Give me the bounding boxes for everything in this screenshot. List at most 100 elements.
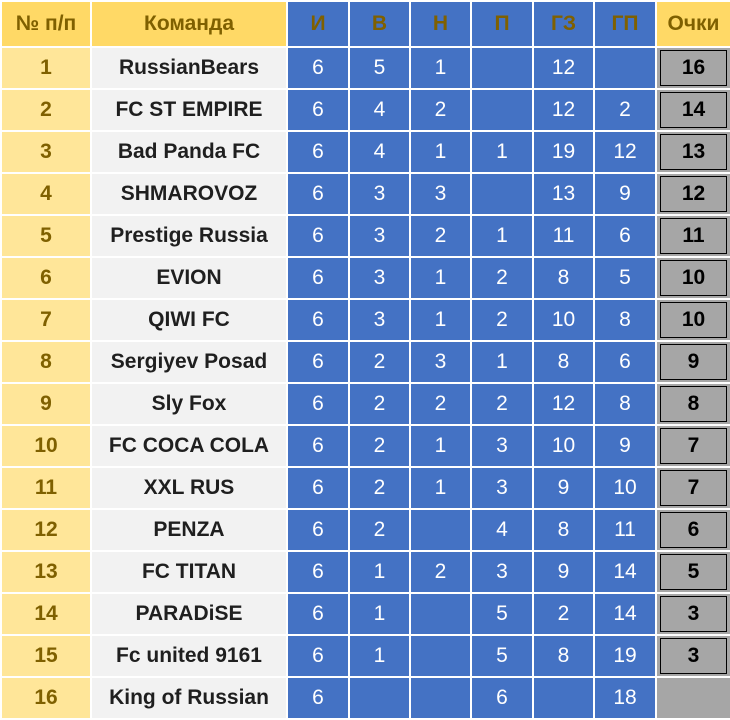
table-row: 2 FC ST EMPIRE 6 4 2 12 2 14 — [0, 88, 730, 132]
draws-cell — [409, 634, 472, 678]
header-draws: Н — [409, 0, 472, 48]
header-goals-for: ГЗ — [532, 0, 595, 48]
wins-cell: 4 — [348, 88, 411, 132]
goals-against-cell: 19 — [593, 634, 657, 678]
games-cell: 6 — [286, 172, 350, 216]
losses-cell: 1 — [470, 214, 534, 258]
points-cell: 16 — [655, 46, 730, 90]
games-cell: 6 — [286, 298, 350, 342]
position-cell: 12 — [0, 508, 92, 552]
losses-cell: 3 — [470, 424, 534, 468]
position-cell: 2 — [0, 88, 92, 132]
goals-for-cell: 12 — [532, 382, 595, 426]
goals-against-cell: 14 — [593, 592, 657, 636]
games-cell: 6 — [286, 466, 350, 510]
losses-cell: 3 — [470, 550, 534, 594]
table-row: 13 FC TITAN 6 1 2 3 9 14 5 — [0, 550, 730, 594]
position-cell: 16 — [0, 676, 92, 720]
draws-cell — [409, 592, 472, 636]
position-cell: 13 — [0, 550, 92, 594]
header-games: И — [286, 0, 350, 48]
points-cell: 8 — [655, 382, 730, 426]
team-name-cell: PENZA — [90, 508, 288, 552]
points-value: 3 — [660, 596, 727, 632]
draws-cell: 2 — [409, 550, 472, 594]
games-cell: 6 — [286, 382, 350, 426]
goals-against-cell: 14 — [593, 550, 657, 594]
position-cell: 7 — [0, 298, 92, 342]
position-cell: 4 — [0, 172, 92, 216]
team-name-cell: FC ST EMPIRE — [90, 88, 288, 132]
position-cell: 6 — [0, 256, 92, 300]
team-name-cell: Bad Panda FC — [90, 130, 288, 174]
goals-against-cell: 10 — [593, 466, 657, 510]
header-points: Очки — [655, 0, 730, 48]
wins-cell: 5 — [348, 46, 411, 90]
table-row: 1 RussianBears 6 5 1 12 16 — [0, 46, 730, 90]
draws-cell: 1 — [409, 256, 472, 300]
games-cell: 6 — [286, 592, 350, 636]
wins-cell: 2 — [348, 508, 411, 552]
points-cell: 9 — [655, 340, 730, 384]
points-value: 13 — [660, 134, 727, 170]
points-cell: 13 — [655, 130, 730, 174]
losses-cell: 4 — [470, 508, 534, 552]
games-cell: 6 — [286, 634, 350, 678]
draws-cell: 1 — [409, 424, 472, 468]
points-cell: 7 — [655, 424, 730, 468]
position-cell: 10 — [0, 424, 92, 468]
table-row: 10 FC COCA COLA 6 2 1 3 10 9 7 — [0, 424, 730, 468]
goals-for-cell: 9 — [532, 550, 595, 594]
header-num: № п/п — [0, 0, 92, 48]
team-name-cell: Sergiyev Posad — [90, 340, 288, 384]
losses-cell: 2 — [470, 298, 534, 342]
goals-against-cell: 6 — [593, 340, 657, 384]
team-name-cell: SHMAROVOZ — [90, 172, 288, 216]
wins-cell: 3 — [348, 298, 411, 342]
wins-cell — [348, 676, 411, 720]
goals-against-cell: 8 — [593, 382, 657, 426]
goals-for-cell: 11 — [532, 214, 595, 258]
goals-for-cell: 10 — [532, 424, 595, 468]
draws-cell: 1 — [409, 46, 472, 90]
draws-cell: 3 — [409, 340, 472, 384]
points-value: 10 — [660, 260, 727, 296]
wins-cell: 1 — [348, 592, 411, 636]
table-row: 5 Prestige Russia 6 3 2 1 11 6 11 — [0, 214, 730, 258]
games-cell: 6 — [286, 340, 350, 384]
points-value: 12 — [660, 176, 727, 212]
position-cell: 9 — [0, 382, 92, 426]
header-wins: В — [348, 0, 411, 48]
position-cell: 14 — [0, 592, 92, 636]
points-cell: 14 — [655, 88, 730, 132]
wins-cell: 2 — [348, 466, 411, 510]
losses-cell: 5 — [470, 592, 534, 636]
losses-cell: 6 — [470, 676, 534, 720]
losses-cell — [470, 46, 534, 90]
team-name-cell: King of Russian — [90, 676, 288, 720]
position-cell: 11 — [0, 466, 92, 510]
wins-cell: 3 — [348, 214, 411, 258]
points-value: 7 — [660, 428, 727, 464]
games-cell: 6 — [286, 46, 350, 90]
position-cell: 8 — [0, 340, 92, 384]
table-row: 16 King of Russian 6 6 18 — [0, 676, 730, 720]
losses-cell: 3 — [470, 466, 534, 510]
team-name-cell: Prestige Russia — [90, 214, 288, 258]
wins-cell: 2 — [348, 382, 411, 426]
header-row: № п/п Команда И В Н П ГЗ ГП Очки — [0, 0, 730, 48]
goals-against-cell: 12 — [593, 130, 657, 174]
table-row: 6 EVION 6 3 1 2 8 5 10 — [0, 256, 730, 300]
losses-cell: 1 — [470, 130, 534, 174]
goals-against-cell: 9 — [593, 424, 657, 468]
goals-for-cell: 10 — [532, 298, 595, 342]
goals-against-cell: 8 — [593, 298, 657, 342]
points-cell: 10 — [655, 256, 730, 300]
team-name-cell: EVION — [90, 256, 288, 300]
points-value: 3 — [660, 638, 727, 674]
goals-for-cell: 12 — [532, 88, 595, 132]
goals-for-cell: 9 — [532, 466, 595, 510]
games-cell: 6 — [286, 130, 350, 174]
wins-cell: 2 — [348, 340, 411, 384]
points-cell — [655, 676, 730, 720]
